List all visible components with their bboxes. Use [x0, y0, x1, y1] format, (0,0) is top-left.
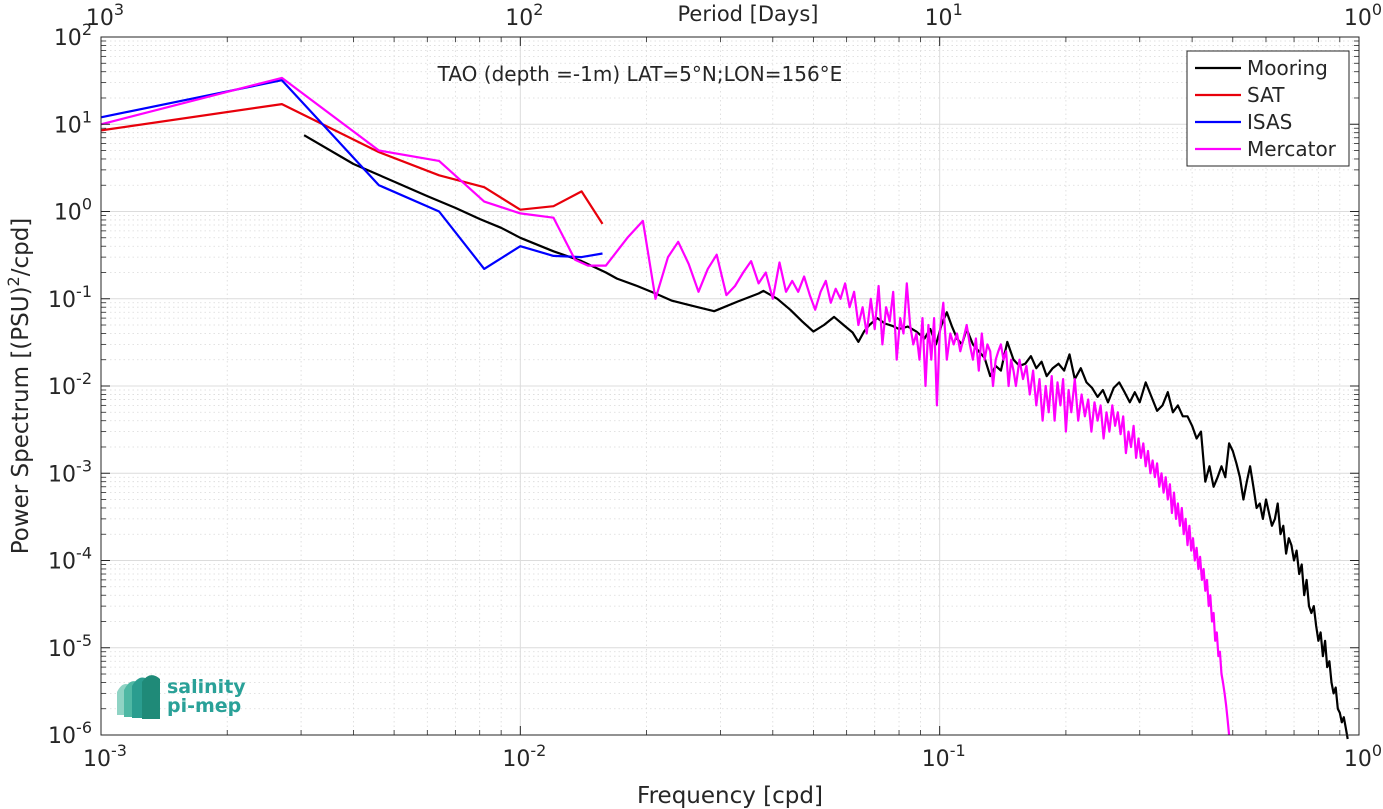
- legend-label-mooring: Mooring: [1247, 56, 1328, 80]
- series-line-sat: [100, 103, 604, 225]
- y-axis-label: Power Spectrum [(PSU)2/cpd]: [4, 218, 34, 555]
- tick-marks: [100, 36, 1360, 736]
- minor-grid: [101, 37, 1359, 735]
- logo-text-line1: salinity: [167, 676, 246, 698]
- y-tick-label: 10-6: [48, 718, 92, 749]
- salinity-pi-mep-logo: salinity pi-mep: [117, 675, 246, 719]
- top-tick-label: 101: [925, 0, 963, 31]
- legend-box: [1186, 50, 1350, 167]
- top-tick-label: 103: [86, 0, 124, 31]
- y-tick-label: 102: [54, 20, 92, 51]
- top-axis-label: Period [Days]: [678, 2, 819, 26]
- legend-label-sat: SAT: [1247, 83, 1285, 107]
- chart-annotation: TAO (depth =-1m) LAT=5°N;LON=156°E: [437, 62, 843, 86]
- y-tick-label: 101: [54, 107, 92, 138]
- legend-label-mercator: Mercator: [1247, 137, 1337, 161]
- logo-waves-icon: [117, 675, 160, 719]
- series-line-mercator: [100, 76, 1231, 736]
- logo-text-line2: pi-mep: [167, 695, 241, 717]
- x-tick-label: 10-2: [502, 741, 546, 772]
- y-axis-label-main: Power Spectrum [(PSU): [8, 286, 34, 554]
- y-tick-label: 10-3: [48, 456, 92, 487]
- x-axis-label: Frequency [cpd]: [637, 783, 823, 809]
- x-tick-label: 100: [1344, 741, 1382, 772]
- y-axis-label-exponent: 2: [4, 276, 23, 286]
- y-tick-label: 10-1: [48, 282, 92, 313]
- y-axis-label-tail: /cpd]: [8, 218, 34, 277]
- series-layer: [100, 76, 1349, 740]
- x-tick-label: 10-3: [83, 741, 127, 772]
- legend: Mooring SAT ISAS Mercator: [1186, 50, 1350, 167]
- top-tick-label: 102: [505, 0, 543, 31]
- x-tick-label: 10-1: [922, 741, 966, 772]
- y-tick-label: 10-4: [48, 544, 92, 575]
- series-line-mooring: [303, 134, 1349, 740]
- y-tick-label: 10-2: [48, 369, 92, 400]
- legend-label-isas: ISAS: [1247, 110, 1292, 134]
- top-tick-label: 100: [1344, 0, 1382, 31]
- y-tick-label: 10-5: [48, 631, 92, 662]
- y-tick-label: 100: [54, 195, 92, 226]
